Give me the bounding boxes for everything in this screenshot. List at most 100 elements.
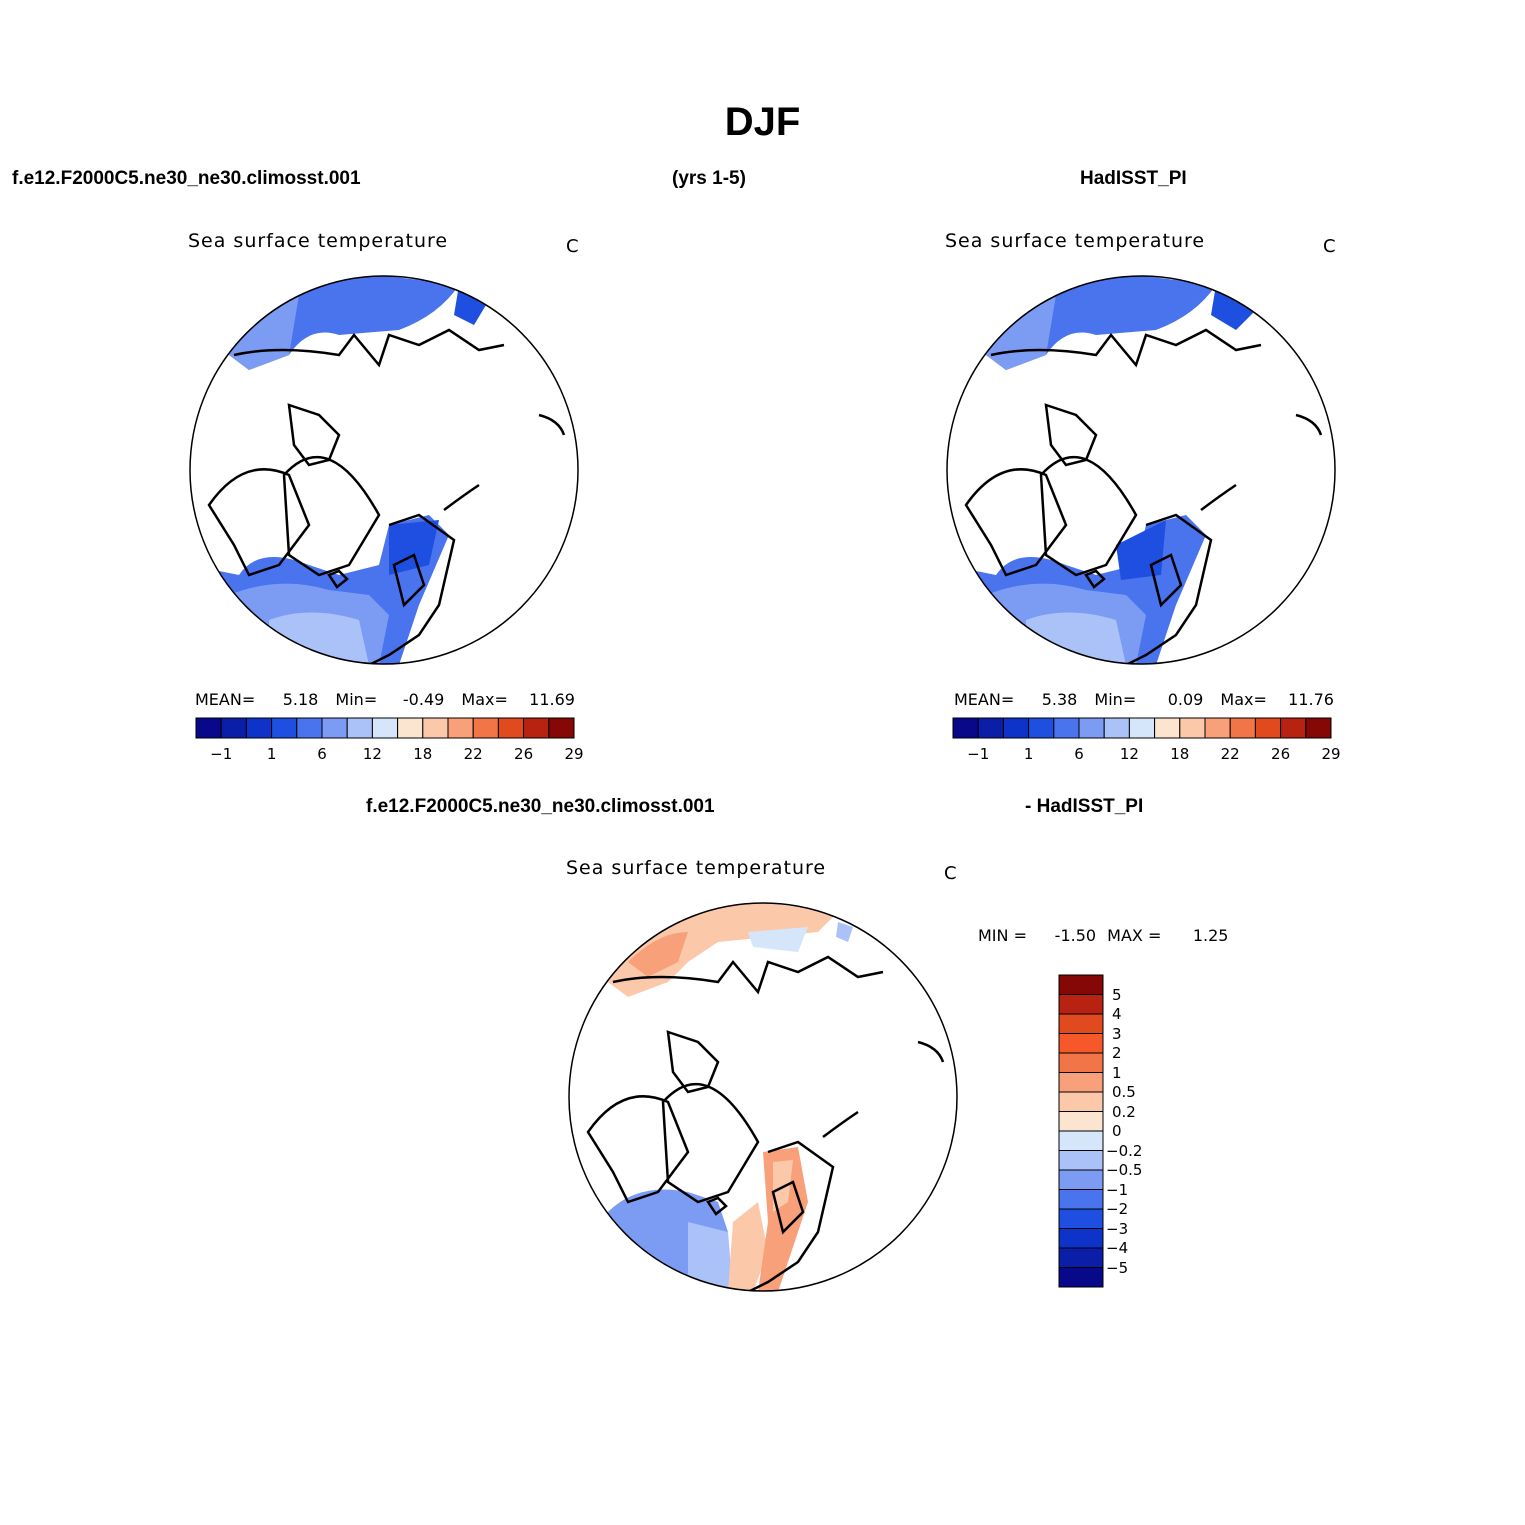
colorbar-swatch (1053, 717, 1080, 739)
colorbar-model-ticks: −1 1 6 12 18 22 26 29 (196, 745, 583, 765)
colorbar-swatch (1058, 1052, 1104, 1073)
colorbar-swatch (1280, 717, 1307, 739)
diff-title: Sea surface temperature (566, 857, 827, 879)
colorbar-swatch (497, 717, 525, 739)
colorbar-tick-label: 26 (1271, 745, 1291, 763)
panel-obs-units: C (1323, 236, 1336, 257)
colorbar-tick-label: 5 (1112, 985, 1122, 1004)
colorbar-swatch (220, 717, 247, 739)
colorbar-swatch (1229, 717, 1256, 739)
min-value: -0.49 (402, 690, 445, 709)
colorbar-swatch (1058, 1072, 1104, 1093)
colorbar-tick-label: 12 (1119, 745, 1139, 763)
colorbar-swatch (1103, 717, 1130, 739)
colorbar-swatch (1002, 717, 1030, 739)
colorbar-swatch (195, 717, 222, 739)
min-label: Min= (1094, 690, 1137, 709)
colorbar-tick-label: 26 (514, 745, 534, 763)
mean-value: 5.38 (1041, 690, 1078, 709)
colorbar-diff-ticks: 5 4 3 2 1 0.5 0.2 0 −0.2 −0.5 −1 −2 −3 −4 −5 (1106, 975, 1170, 1287)
colorbar-swatch (1305, 717, 1332, 739)
colorbar-tick-label: −1 (1106, 1180, 1129, 1199)
colorbar-swatch (1058, 1130, 1104, 1151)
min-label: Min= (335, 690, 378, 709)
colorbar-swatch (1058, 1267, 1104, 1288)
panel-obs-stats: MEAN= 5.38 Min= 0.09 Max= 11.76 (954, 690, 1334, 709)
colorbar-tick-label: −0.2 (1106, 1141, 1143, 1160)
colorbar-tick-label: 0.5 (1112, 1083, 1136, 1101)
colorbar-tick-label: 29 (564, 745, 584, 763)
colorbar-swatch (1179, 717, 1206, 739)
polar-map-model (189, 275, 579, 665)
colorbar-diff (1058, 974, 1104, 1288)
colorbar-tick-label: −0.5 (1106, 1161, 1143, 1179)
colorbar-tick-label: 3 (1112, 1024, 1122, 1043)
colorbar-tick-label: 0.2 (1112, 1102, 1136, 1121)
colorbar-swatch (548, 717, 575, 739)
polar-map-diff (568, 902, 958, 1292)
colorbar-swatch (1078, 717, 1105, 739)
diff-minmax: MIN = -1.50 MAX = 1.25 (978, 926, 1228, 945)
colorbar-swatch (397, 717, 424, 739)
colorbar-swatch (1058, 1247, 1104, 1268)
colorbar-swatch (977, 717, 1004, 739)
colorbar-tick-label: 18 (1170, 745, 1190, 763)
colorbar-swatch (1058, 1208, 1104, 1229)
colorbar-tick-label: 4 (1112, 1005, 1122, 1023)
colorbar-swatch (1154, 717, 1181, 739)
colorbar-swatch (1058, 994, 1104, 1015)
colorbar-tick-label: 22 (463, 745, 483, 763)
header-model-case: f.e12.F2000C5.ne30_ne30.climosst.001 (12, 168, 361, 189)
colorbar-tick-label: −4 (1106, 1239, 1129, 1257)
colorbar-model (195, 717, 575, 739)
colorbar-swatch (1058, 974, 1104, 995)
colorbar-swatch (1058, 1013, 1104, 1034)
colorbar-swatch (346, 717, 373, 739)
header-obs-case: HadISST_PI (1080, 168, 1187, 189)
colorbar-obs-ticks: −1 1 6 12 18 22 26 29 (953, 745, 1340, 765)
mean-label: MEAN= (954, 690, 1015, 709)
mean-value: 5.18 (282, 690, 319, 709)
colorbar-tick-label: 12 (362, 745, 382, 763)
max-value: 1.25 (1192, 926, 1229, 945)
colorbar-swatch (1128, 717, 1156, 739)
colorbar-swatch (1058, 1091, 1104, 1112)
colorbar-tick-label: 0 (1112, 1122, 1122, 1140)
panel-model-units: C (566, 236, 579, 257)
max-label: MAX = (1107, 926, 1162, 945)
colorbar-tick-label: −3 (1106, 1219, 1129, 1238)
panel-model-stats: MEAN= 5.18 Min= -0.49 Max= 11.69 (195, 690, 575, 709)
colorbar-swatch (523, 717, 550, 739)
colorbar-swatch (1058, 1228, 1104, 1249)
min-value: -1.50 (1054, 926, 1097, 945)
colorbar-tick-label: 6 (317, 745, 327, 763)
colorbar-tick-label: 2 (1112, 1044, 1122, 1062)
diff-label-obs: - HadISST_PI (1025, 796, 1144, 817)
colorbar-tick-label: 1 (1023, 745, 1034, 763)
polar-map-obs (946, 275, 1336, 665)
colorbar-swatch (1028, 717, 1055, 739)
max-value: 11.76 (1288, 690, 1334, 709)
colorbar-swatch (371, 717, 399, 739)
figure-title: DJF (724, 100, 801, 144)
colorbar-swatch (296, 717, 323, 739)
mean-label: MEAN= (195, 690, 256, 709)
colorbar-swatch (1058, 1111, 1104, 1132)
colorbar-swatch (271, 717, 298, 739)
panel-obs-title: Sea surface temperature (945, 230, 1206, 252)
colorbar-obs (952, 717, 1332, 739)
colorbar-swatch (472, 717, 499, 739)
colorbar-tick-label: −5 (1106, 1258, 1129, 1277)
colorbar-tick-label: −1 (210, 745, 233, 763)
colorbar-swatch (1204, 717, 1231, 739)
diff-units: C (944, 863, 957, 884)
max-label: Max= (1220, 690, 1267, 709)
colorbar-swatch (1058, 1033, 1104, 1054)
min-label: MIN = (978, 926, 1027, 945)
min-value: 0.09 (1167, 690, 1204, 709)
colorbar-tick-label: 18 (413, 745, 433, 763)
colorbar-swatch (447, 717, 474, 739)
max-value: 11.69 (529, 690, 575, 709)
colorbar-tick-label: 6 (1074, 745, 1084, 763)
colorbar-tick-label: 29 (1321, 745, 1341, 763)
